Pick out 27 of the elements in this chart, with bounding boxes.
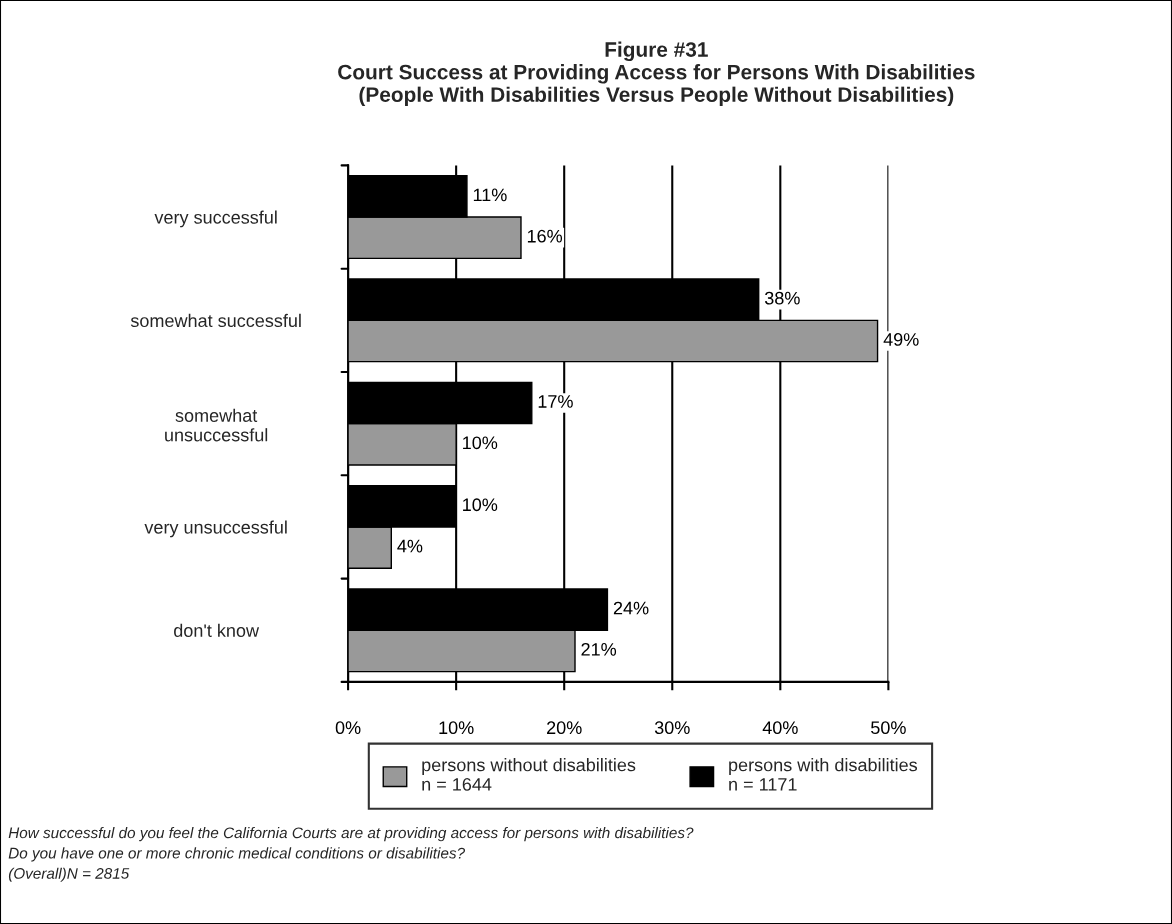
y-tick-label: don't know — [174, 623, 260, 637]
data-label: 4% — [397, 539, 423, 553]
data-label: 49% — [883, 333, 919, 346]
data-label: 17% — [538, 395, 573, 408]
text: Do you have one or more chronic medical conditions or disabilities? — [8, 847, 466, 862]
y-tick-label: somewhat unsuccessful — [165, 408, 268, 442]
y-tick-label: very unsuccessful — [144, 520, 287, 538]
y-tick-label: very successful — [154, 210, 277, 228]
x-tick-label: 10% — [439, 721, 474, 735]
text: (Overall)N = 2815 — [8, 867, 130, 882]
x-tick-label: 40% — [762, 721, 798, 735]
x-tick-label: 50% — [871, 721, 906, 735]
data-label: 21% — [581, 642, 617, 656]
y-tick-label: somewhat successful — [130, 313, 301, 328]
data-label: 38% — [764, 291, 800, 305]
data-label: 16% — [527, 229, 563, 243]
data-label: 11% — [473, 188, 507, 202]
x-tick-label: 20% — [547, 721, 582, 735]
legend-label: persons with disabilities n = 1171 — [729, 758, 918, 791]
text: How successful do you feel the California Courts are at providing access for persons with disabilities? — [8, 826, 694, 842]
data-label: 10% — [463, 498, 498, 512]
data-label: 10% — [463, 436, 498, 450]
x-tick-label: 30% — [654, 721, 690, 735]
x-tick-label: 0% — [335, 721, 361, 735]
chart-title: Figure #31 Court Success at Providing Access for Persons With Disabilities (People With Disabilities Versus People Without Disabilities) — [338, 41, 975, 107]
data-label: 24% — [613, 601, 649, 615]
legend-label: persons without disabilities n = 1644 — [422, 758, 636, 791]
